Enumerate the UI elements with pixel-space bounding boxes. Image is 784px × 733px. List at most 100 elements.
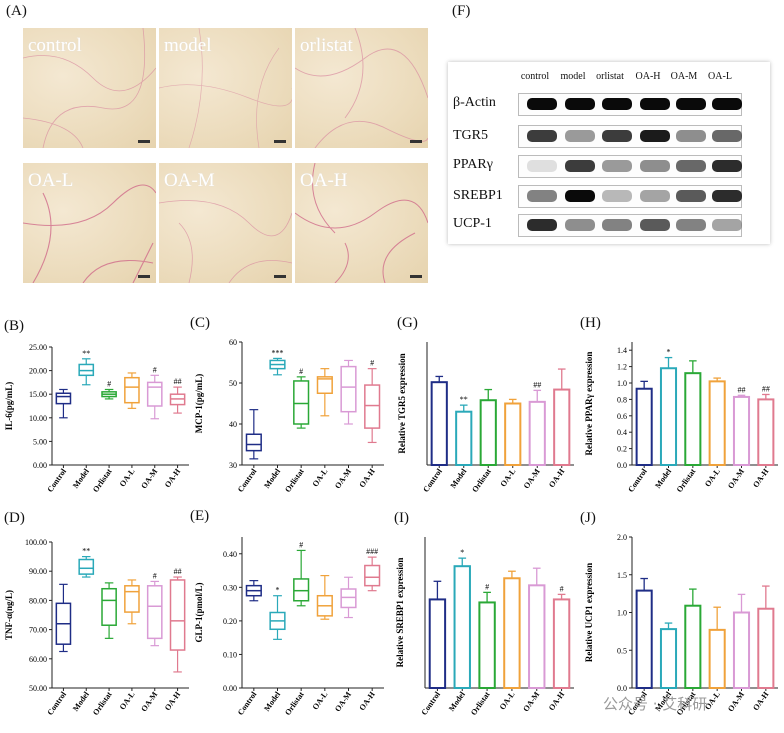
y-tick-label: 60: [229, 338, 237, 347]
x-tick-label: OA-L: [311, 467, 330, 489]
watermark: 公众号 · 艾科研: [603, 695, 708, 713]
histology-label: OA-M: [164, 170, 215, 191]
wb-row-label-beta-actin: β-Actin: [453, 95, 496, 110]
box: [124, 376, 140, 404]
wb-band: [565, 190, 595, 202]
ppar-bar-chart: 0.0 0.2 0.4 0.6 0.8 1.0 1.2 1.4 Relative PPARγ e…: [584, 342, 778, 494]
wb-band: [527, 219, 557, 231]
bar: [503, 577, 521, 690]
y-tick-label: 0.10: [223, 650, 237, 659]
x-tick-label: OA-M: [726, 467, 746, 491]
significance-mark: #: [153, 365, 157, 374]
wb-band: [602, 219, 632, 231]
scale-bar: [138, 140, 150, 143]
wb-band: [640, 130, 670, 142]
y-tick-label: 0.00: [223, 684, 237, 693]
panel-label-D: (D): [4, 510, 25, 526]
wb-column-control: control: [520, 71, 550, 82]
x-tick-label: OA-M: [139, 467, 159, 491]
panel-label-A: (A): [6, 3, 27, 19]
scale-bar: [410, 140, 422, 143]
wb-band: [676, 219, 706, 231]
box: [55, 392, 72, 405]
y-axis-label: TNF-α(ng/L): [4, 590, 14, 640]
y-tick-label: 30: [229, 461, 237, 470]
wb-row-label-ppar: PPARγ: [453, 157, 493, 172]
wb-band: [712, 130, 742, 142]
x-tick-label: Model: [71, 689, 91, 713]
y-tick-label: 50.00: [29, 684, 47, 693]
significance-mark: ##: [174, 377, 182, 386]
significance-mark: ##: [533, 380, 541, 389]
bar: [732, 395, 751, 466]
srebp1-bar-chart: Relative SREBP1 expression Control Model Or…: [395, 537, 574, 717]
panel-label-J: (J): [580, 510, 596, 526]
y-tick-label: 25.00: [29, 343, 47, 352]
x-tick-label: OA-L: [499, 467, 518, 489]
x-tick-label: OA-L: [498, 690, 517, 712]
panel-label-C: (C): [190, 315, 210, 331]
wb-band: [676, 190, 706, 202]
x-tick-label: OA-H: [751, 689, 771, 712]
tnf-box-chart: 50.00 60.00 70.00 80.00 90.00 100.00 TNF-α(ng/…: [4, 538, 189, 717]
wb-band: [527, 98, 557, 110]
y-tick-label: 1.5: [617, 571, 627, 580]
y-tick-label: 80.00: [29, 596, 47, 605]
x-tick-label: OA-L: [703, 467, 722, 489]
x-tick-label: OA-H: [547, 689, 567, 712]
significance-mark: #: [153, 571, 157, 580]
significance-mark: **: [82, 349, 90, 358]
box: [101, 587, 117, 626]
x-tick-label: Orlistat: [283, 690, 306, 717]
box: [245, 433, 262, 452]
wb-band: [676, 130, 706, 142]
wb-band: [640, 98, 670, 110]
x-tick-label: Control: [45, 689, 68, 717]
x-tick-label: Model: [71, 466, 91, 490]
y-tick-label: 1.0: [617, 609, 627, 618]
panel-label-H: (H): [580, 315, 601, 331]
wb-band: [527, 160, 557, 172]
bar: [504, 402, 522, 466]
y-axis-label: IL-6(pg/mL): [4, 382, 14, 431]
wb-row-label-srebp1: SREBP1: [453, 188, 503, 203]
y-tick-label: 1.2: [617, 363, 627, 372]
box: [78, 558, 95, 575]
significance-mark: #: [370, 359, 374, 368]
y-tick-label: 1.4: [617, 346, 627, 355]
bar: [428, 598, 447, 689]
histology-label: control: [28, 35, 82, 56]
x-tick-label: Orlistat: [283, 467, 306, 494]
x-tick-label: Control: [236, 466, 259, 494]
y-tick-label: 2.0: [617, 533, 627, 542]
box: [364, 384, 381, 429]
bar: [757, 398, 775, 466]
y-tick-label: 0.0: [617, 684, 627, 693]
bar: [478, 601, 496, 689]
wb-column-model: model: [560, 71, 586, 82]
bar: [528, 584, 546, 689]
bar: [635, 589, 653, 689]
x-tick-label: OA-H: [547, 466, 567, 489]
scale-bar: [138, 275, 150, 278]
bar: [684, 372, 702, 466]
scale-bar: [274, 275, 286, 278]
x-tick-label: Model: [449, 466, 469, 490]
x-tick-label: OA-H: [357, 689, 377, 712]
wb-band: [602, 190, 632, 202]
x-tick-label: OA-M: [522, 467, 542, 491]
x-tick-label: Control: [421, 466, 444, 494]
significance-mark: *: [276, 586, 280, 595]
x-tick-label: Model: [653, 466, 673, 490]
wb-band: [712, 98, 742, 110]
box: [340, 365, 357, 413]
panel-label-B: (B): [4, 318, 24, 334]
y-tick-label: 0.00: [33, 461, 47, 470]
y-tick-label: 5.00: [33, 437, 47, 446]
significance-mark: ##: [762, 384, 770, 393]
bar: [635, 387, 653, 467]
x-tick-label: Control: [419, 689, 442, 717]
bar: [455, 410, 473, 466]
histology-label: OA-H: [300, 170, 348, 191]
